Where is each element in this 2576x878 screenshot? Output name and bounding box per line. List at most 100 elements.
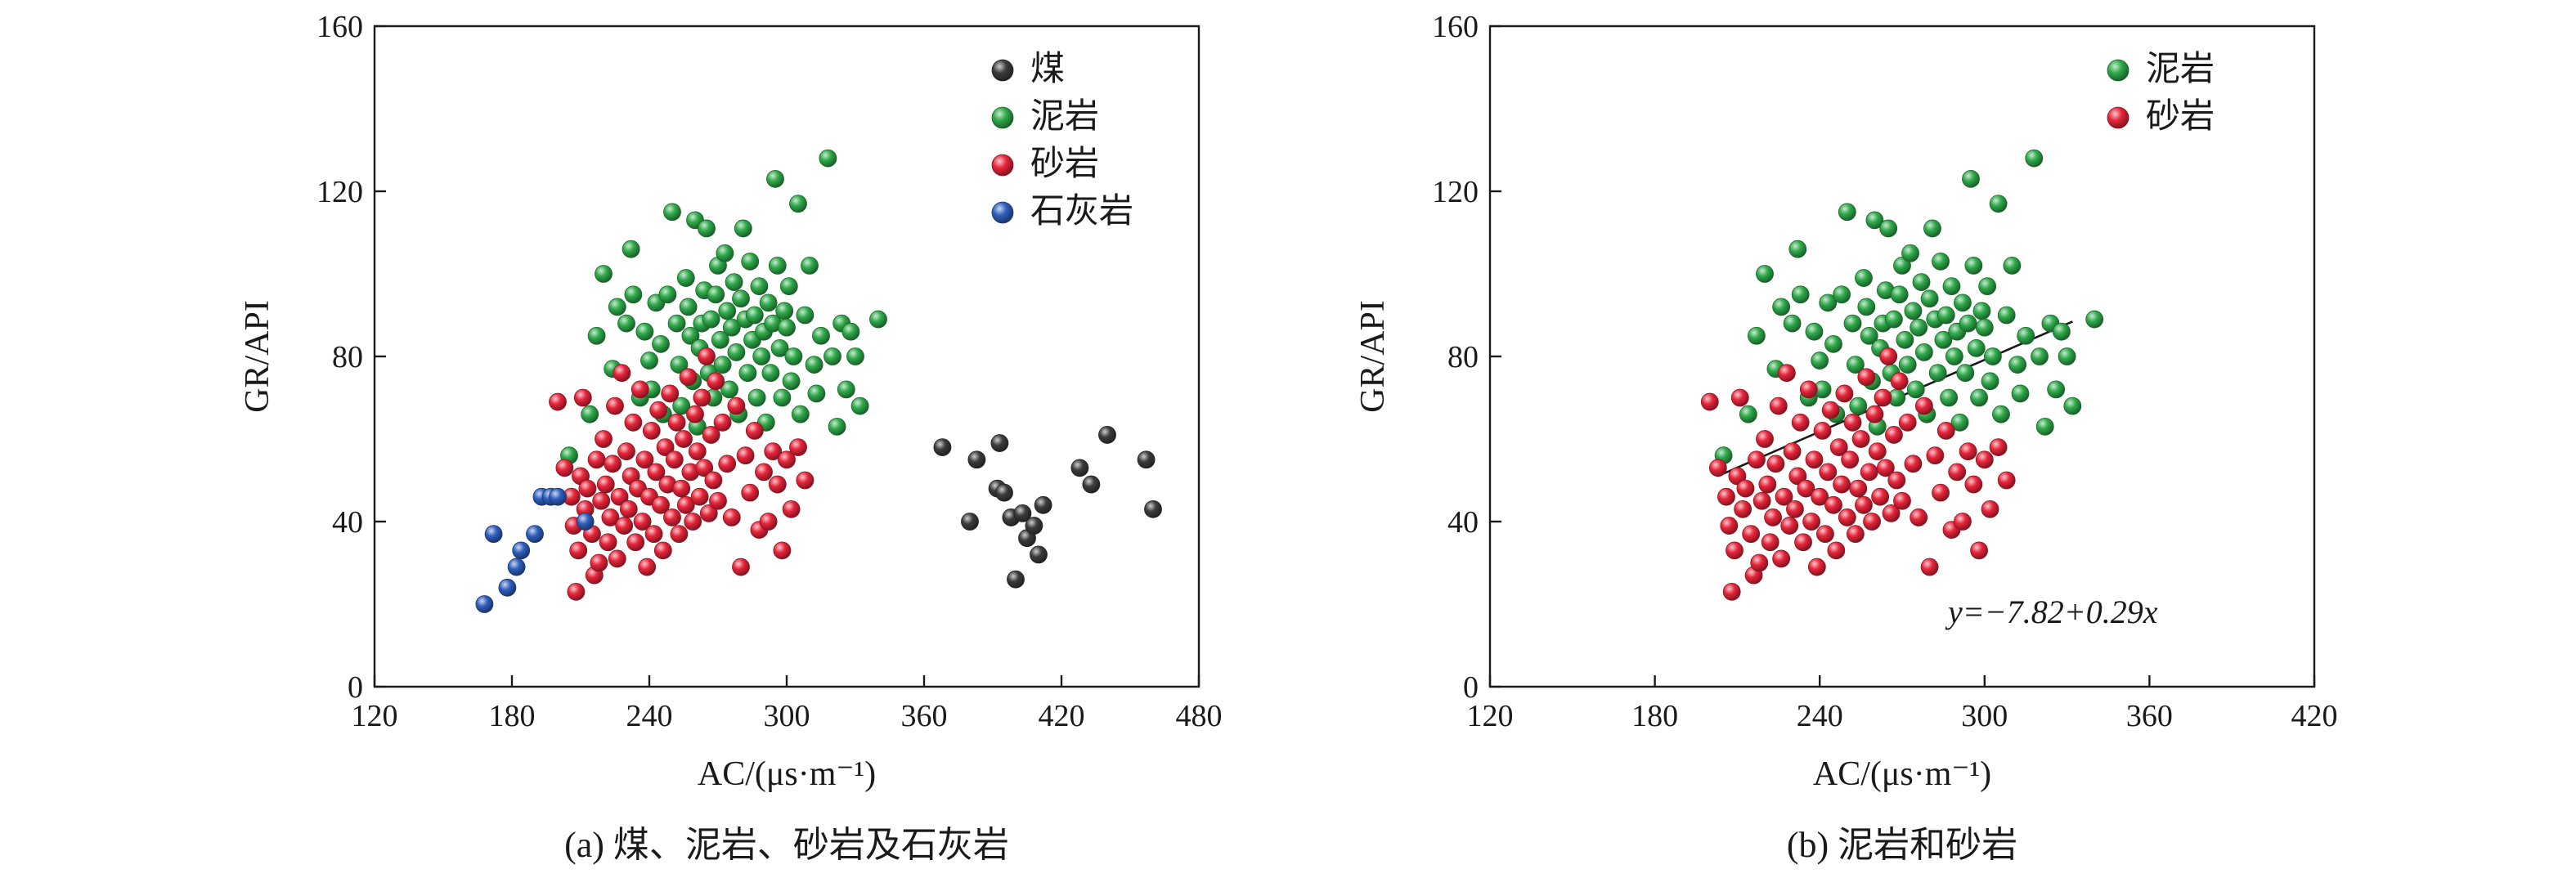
data-point-coal bbox=[1865, 211, 1884, 230]
data-point-mudstone bbox=[752, 347, 771, 365]
legend-label: 石灰岩 bbox=[1030, 193, 1133, 231]
data-point-sandstone bbox=[684, 513, 702, 531]
data-point-mudstone bbox=[1764, 508, 1782, 526]
data-point-coal bbox=[967, 450, 986, 469]
data-point-coal bbox=[1956, 364, 1975, 383]
data-point-mudstone bbox=[720, 380, 738, 399]
data-point-coal bbox=[1962, 169, 1980, 188]
panel-b-equation: y=−7.82+0.29x bbox=[1945, 594, 2158, 630]
data-point-mudstone bbox=[1882, 504, 1901, 522]
data-point-coal bbox=[1811, 352, 1829, 370]
data-point-coal bbox=[1920, 289, 1939, 308]
x-tick-label: 240 bbox=[626, 699, 673, 733]
data-point-coal bbox=[1936, 306, 1955, 325]
data-point-coal bbox=[2025, 149, 2044, 168]
y-tick-label: 160 bbox=[316, 10, 363, 44]
data-point-sandstone bbox=[782, 499, 801, 518]
data-point-mudstone bbox=[1775, 487, 1793, 506]
x-tick-label: 240 bbox=[1797, 699, 1843, 733]
x-tick-label: 480 bbox=[1176, 699, 1223, 733]
panel-a: 120 180 240 300 360 420 480 0 40 80 120 160 煤泥岩砂岩石灰… bbox=[239, 10, 1223, 865]
data-point-coal bbox=[2085, 310, 2104, 329]
data-point-mudstone bbox=[1841, 450, 1860, 469]
data-point-mudstone bbox=[1887, 471, 1906, 490]
data-point-mudstone bbox=[850, 396, 869, 415]
data-point-sandstone bbox=[652, 495, 670, 514]
data-point-mudstone bbox=[759, 293, 778, 312]
legend-marker bbox=[991, 59, 1014, 82]
data-point-coal bbox=[1975, 318, 1994, 337]
data-point-sandstone bbox=[587, 450, 606, 469]
data-point-sandstone bbox=[672, 479, 691, 498]
data-point-mudstone bbox=[1871, 487, 1890, 506]
data-point-mudstone bbox=[807, 384, 826, 403]
data-point-sandstone bbox=[644, 525, 663, 544]
data-point-coal bbox=[1945, 347, 1963, 365]
data-point-coal bbox=[1959, 314, 1977, 333]
data-point-coal bbox=[1739, 405, 1757, 423]
data-point-coal bbox=[1898, 356, 1917, 374]
data-point-limestone bbox=[576, 513, 595, 531]
data-point-mudstone bbox=[1910, 508, 1928, 526]
data-point-sandstone bbox=[661, 384, 680, 403]
data-point-coal bbox=[2011, 384, 2030, 403]
x-tick-label: 120 bbox=[352, 699, 398, 733]
y-tick-label: 0 bbox=[348, 670, 363, 705]
data-point-sandstone bbox=[619, 499, 638, 518]
data-point-sandstone bbox=[606, 396, 624, 415]
data-point-mudstone bbox=[702, 310, 720, 329]
data-point-mudstone bbox=[775, 302, 794, 320]
data-point-sandstone bbox=[732, 558, 750, 576]
data-point-coal bbox=[1756, 265, 1774, 283]
data-point-mudstone bbox=[698, 219, 716, 238]
data-point-mudstone bbox=[663, 203, 681, 222]
data-point-mudstone bbox=[1964, 475, 1983, 494]
data-point-mudstone bbox=[1708, 459, 1727, 477]
data-point-sandstone bbox=[595, 430, 613, 448]
data-point-sandstone bbox=[759, 513, 778, 531]
data-point-mudstone bbox=[1885, 426, 1903, 444]
data-point-mudstone bbox=[1730, 388, 1749, 407]
data-point-sandstone bbox=[718, 455, 737, 473]
data-point-sandstone bbox=[695, 459, 714, 477]
data-point-coal bbox=[961, 513, 979, 531]
data-point-coal bbox=[1007, 570, 1025, 589]
data-point-sandstone bbox=[615, 517, 634, 535]
data-point-mudstone bbox=[1748, 450, 1766, 469]
data-point-sandstone bbox=[741, 483, 760, 502]
data-point-mudstone bbox=[1777, 364, 1796, 383]
data-point-sandstone bbox=[633, 513, 652, 531]
data-point-sandstone bbox=[631, 380, 649, 399]
data-point-sandstone bbox=[567, 582, 586, 601]
data-point-sandstone bbox=[727, 396, 746, 415]
data-point-mudstone bbox=[1997, 471, 2016, 490]
data-point-mudstone bbox=[761, 364, 780, 383]
data-point-mudstone bbox=[1865, 405, 1884, 423]
data-point-mudstone bbox=[784, 347, 803, 365]
data-point-mudstone bbox=[1827, 541, 1846, 560]
data-point-coal bbox=[1934, 330, 1953, 349]
data-point-mudstone bbox=[1726, 541, 1744, 560]
data-point-mudstone bbox=[1811, 487, 1829, 506]
data-point-mudstone bbox=[869, 310, 887, 329]
data-point-mudstone bbox=[1794, 533, 1812, 552]
data-point-mudstone bbox=[1813, 422, 1832, 440]
data-point-mudstone bbox=[716, 244, 734, 262]
data-point-coal bbox=[1025, 517, 1043, 535]
data-point-coal bbox=[1824, 334, 1842, 353]
data-point-mudstone bbox=[595, 265, 613, 283]
data-point-mudstone bbox=[1797, 479, 1815, 498]
data-point-mudstone bbox=[1750, 553, 1769, 572]
data-point-mudstone bbox=[779, 277, 798, 296]
panel-a-xlabel: AC/(μs·m⁻¹) bbox=[698, 755, 876, 793]
data-point-mudstone bbox=[1819, 463, 1838, 482]
data-point-coal bbox=[1997, 306, 2016, 325]
data-point-mudstone bbox=[1959, 442, 1977, 461]
data-point-sandstone bbox=[690, 487, 709, 506]
data-point-coal bbox=[990, 434, 1009, 452]
data-point-limestone bbox=[507, 558, 526, 576]
data-point-sandstone bbox=[698, 347, 716, 365]
data-point-sandstone bbox=[675, 430, 693, 448]
